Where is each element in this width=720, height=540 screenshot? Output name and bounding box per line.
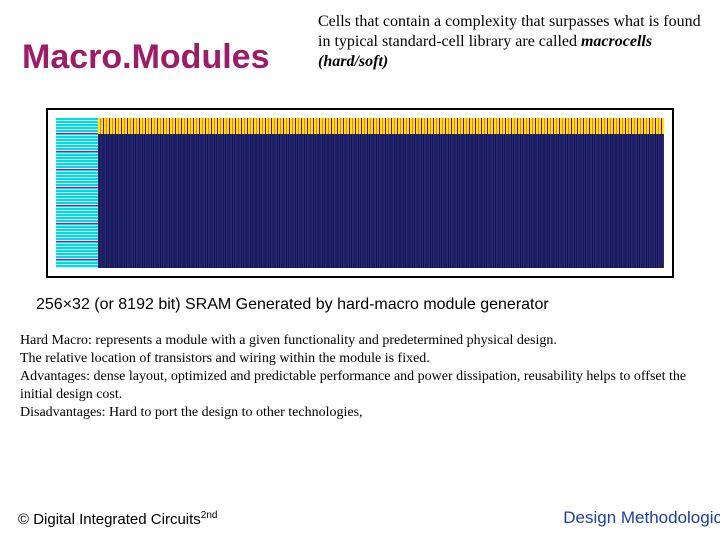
sense-amp-band (98, 118, 664, 134)
chip-layout (56, 118, 664, 268)
page-title: Macro.Modules (22, 38, 269, 77)
body-line-3: Advantages: dense layout, optimized and … (20, 368, 700, 404)
definition-callout: Cells that contain a complexity that sur… (318, 12, 712, 72)
figure-caption: 256×32 (or 8192 bit) SRAM Generated by h… (36, 296, 684, 314)
section-label: Design Methodologic (563, 508, 720, 528)
body-line-4: Disadvantages: Hard to port the design t… (20, 404, 700, 422)
copyright: © Digital Integrated Circuits2nd (18, 510, 217, 528)
copyright-text: © Digital Integrated Circuits (18, 511, 201, 528)
body-text: Hard Macro: represents a module with a g… (20, 332, 700, 422)
bitcell-array (98, 134, 664, 268)
body-line-2: The relative location of transistors and… (20, 350, 700, 368)
slide-footer: © Digital Integrated Circuits2nd Design … (0, 508, 720, 528)
figure-border (46, 108, 674, 278)
edition-superscript: 2nd (201, 510, 218, 521)
row-decoder-region (56, 118, 98, 268)
sram-layout-figure (46, 108, 674, 278)
body-line-1: Hard Macro: represents a module with a g… (20, 332, 700, 350)
